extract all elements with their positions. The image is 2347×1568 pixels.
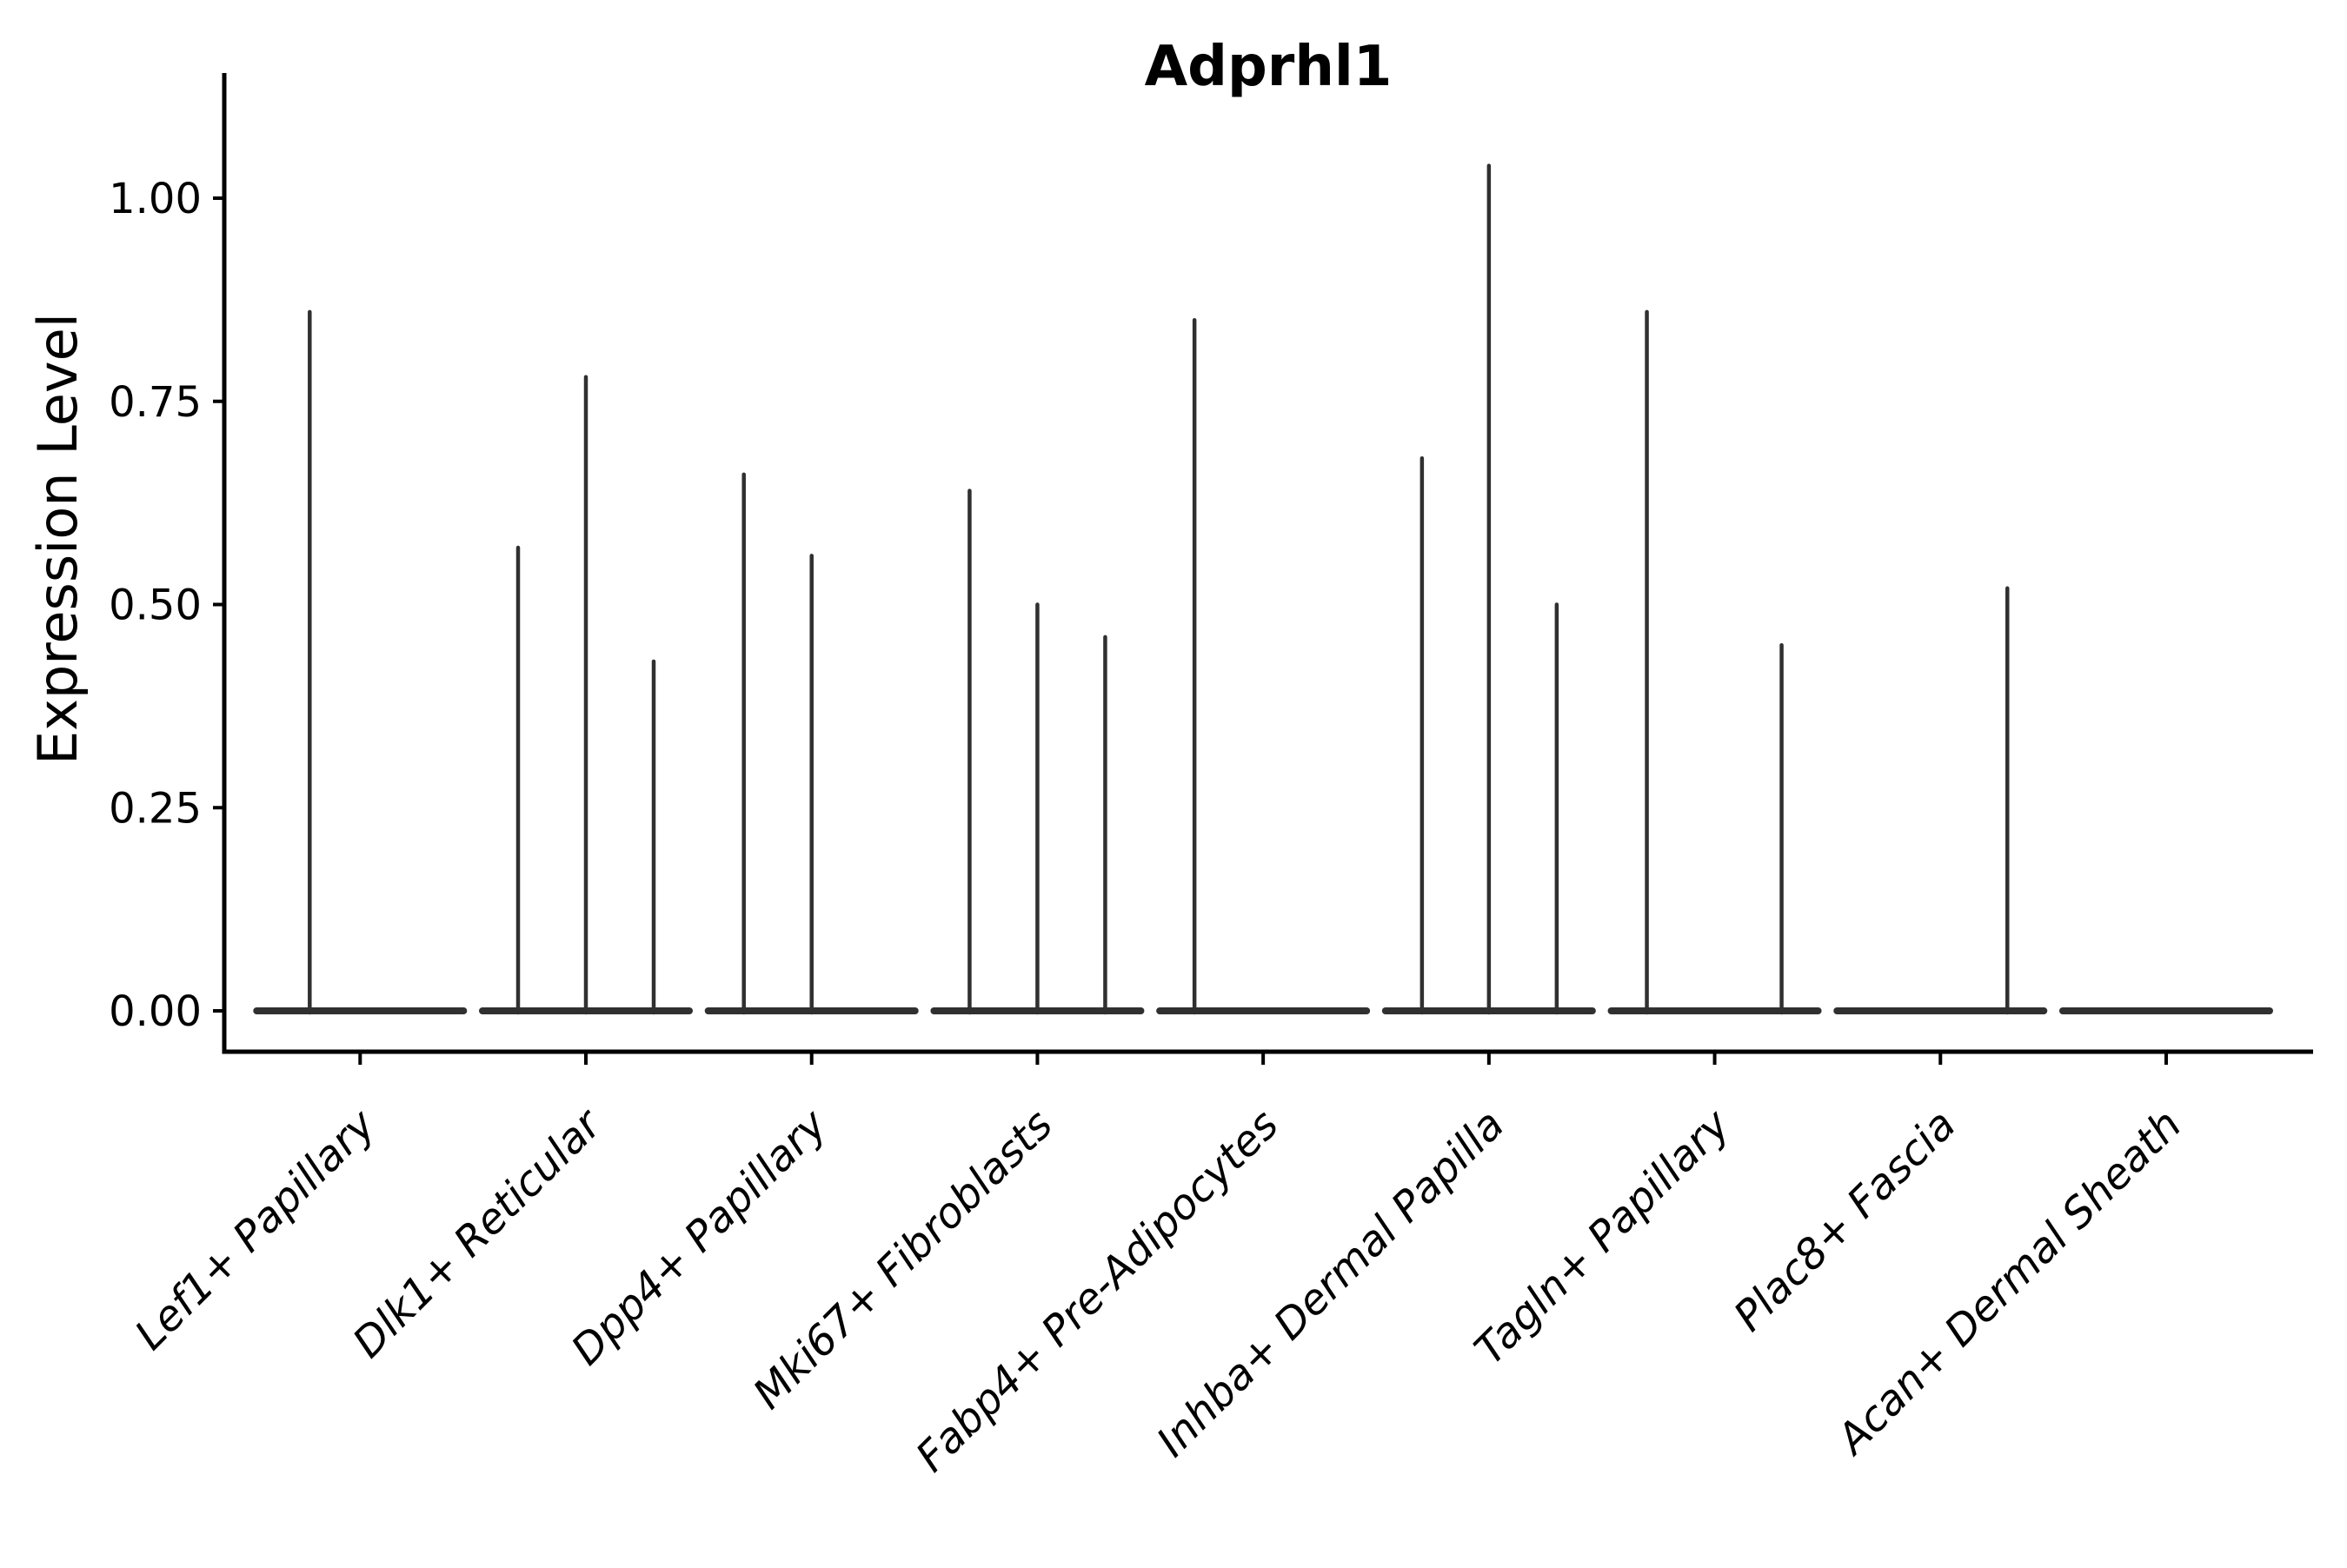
violins	[253, 163, 2273, 1015]
x-tick-label: Lef1+ Papillary	[126, 1100, 386, 1359]
x-tick-label: Fabp4+ Pre-Adipocytes	[907, 1100, 1288, 1482]
y-tick-label: 0.50	[109, 581, 202, 630]
y-tick-label: 1.00	[109, 175, 202, 223]
y-axis-label: Expression Level	[26, 313, 90, 765]
y-tick-label: 0.00	[109, 987, 202, 1036]
x-tick-label: Dlk1+ Reticular	[343, 1099, 613, 1368]
y-tick-label: 0.25	[109, 784, 202, 833]
y-tick-label: 0.75	[109, 378, 202, 427]
y-axis-ticks: 0.00 0.25 0.50 0.75 1.00	[109, 175, 224, 1036]
plot-title: Adprhl1	[1145, 35, 1393, 99]
x-tick-label: Plac8+ Fascia	[1725, 1100, 1965, 1341]
